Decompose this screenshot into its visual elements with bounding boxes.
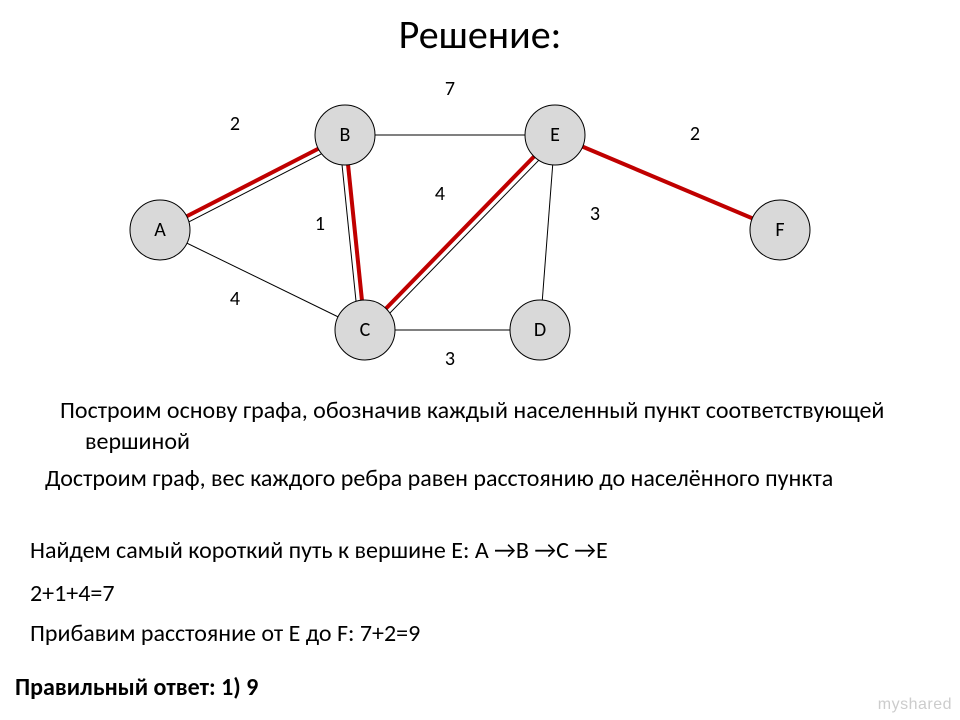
watermark: myshared: [878, 696, 952, 714]
paragraph-1: Построим основу графа, обозначив каждый …: [30, 395, 930, 457]
edge-thick-C-E: [365, 135, 555, 330]
page-title: Решение:: [0, 0, 960, 59]
edge-thin-A-C: [160, 230, 365, 330]
edge-weight-D-E: 3: [590, 202, 600, 226]
edge-weight-E-F: 2: [690, 122, 700, 146]
paragraph-2: Достроим граф, вес каждого ребра равен р…: [15, 463, 915, 494]
paragraph-3: Найдем самый короткий путь к вершине Е: …: [30, 535, 930, 566]
paragraph-4: 2+1+4=7: [30, 578, 115, 609]
correct-answer: Правильный ответ: 1) 9: [15, 672, 258, 703]
node-label-E: Е: [550, 123, 560, 147]
edge-weight-C-E: 4: [435, 182, 445, 206]
edge-weight-A-B: 2: [230, 112, 240, 136]
edge-weight-A-C: 4: [230, 287, 240, 311]
node-label-F: F: [775, 218, 784, 242]
edge-weight-B-C: 1: [315, 212, 325, 236]
node-label-D: D: [534, 318, 546, 342]
node-label-A: А: [154, 218, 166, 242]
edge-weight-C-D: 3: [445, 347, 455, 371]
edge-thick-E-F: [555, 135, 780, 230]
node-label-C: С: [360, 318, 371, 342]
graph-diagram: 2 4 1 7 4 3 3 2 А В С D Е F: [0, 70, 960, 390]
edge-weight-B-E: 7: [445, 77, 455, 101]
node-label-B: В: [340, 123, 351, 147]
paragraph-5: Прибавим расстояние от Е до F: 7+2=9: [30, 618, 420, 649]
